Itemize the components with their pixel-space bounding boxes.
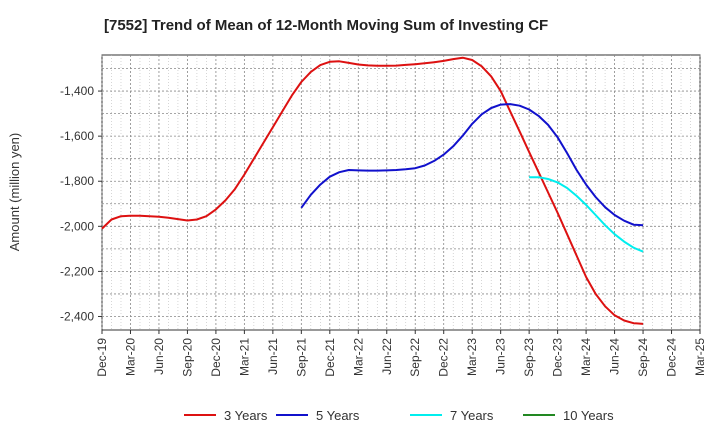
x-axis: Dec-19 Mar-20 Jun-20 Sep-20 Dec-20 Mar-21 Jun-…: [95, 330, 707, 377]
x-tick-label: Sep-23: [522, 338, 536, 377]
legend-label: 7 Years: [450, 408, 494, 423]
x-tick-label: Dec-20: [209, 338, 223, 377]
plot-area: [101, 54, 701, 331]
x-tick-label: Jun-23: [494, 338, 508, 375]
series-line-5-years: [300, 103, 644, 227]
x-tick-label: Mar-23: [465, 338, 479, 376]
series-lines: [101, 56, 644, 325]
x-tick-label: Dec-19: [95, 338, 109, 377]
x-tick-label: Jun-24: [608, 338, 622, 375]
x-tick-label: Jun-20: [152, 338, 166, 375]
x-tick-label: Sep-22: [408, 338, 422, 377]
x-tick-label: Mar-24: [579, 338, 593, 376]
x-tick-label: Jun-22: [380, 338, 394, 375]
legend-label: 3 Years: [224, 408, 268, 423]
x-tick-label: Mar-25: [693, 338, 707, 376]
y-axis: -1,400 -1,600 -1,800 -2,000 -2,200 -2,400: [60, 84, 102, 323]
x-tick-label: Dec-24: [665, 338, 679, 377]
y-tick-label: -2,200: [60, 264, 94, 278]
chart-title: [7552] Trend of Mean of 12-Month Moving …: [104, 17, 548, 34]
x-tick-label: Mar-21: [237, 338, 251, 376]
legend-label: 10 Years: [563, 408, 614, 423]
x-tick-label: Sep-20: [180, 338, 194, 377]
x-tick-label: Dec-22: [437, 338, 451, 377]
x-tick-label: Sep-24: [636, 338, 650, 377]
legend: 3 Years 5 Years 7 Years 10 Years: [184, 408, 614, 423]
x-tick-label: Mar-22: [351, 338, 365, 376]
y-tick-label: -1,800: [60, 174, 94, 188]
grid: [101, 55, 701, 330]
y-tick-label: -2,400: [60, 309, 94, 323]
x-tick-label: Dec-21: [323, 338, 337, 377]
x-tick-label: Sep-21: [294, 338, 308, 377]
series-line-3-years: [101, 56, 644, 325]
series-line-7-years: [529, 176, 644, 253]
y-tick-label: -2,000: [60, 219, 94, 233]
x-tick-label: Mar-20: [123, 338, 137, 376]
y-tick-label: -1,600: [60, 129, 94, 143]
y-tick-label: -1,400: [60, 84, 94, 98]
legend-label: 5 Years: [316, 408, 360, 423]
y-axis-label: Amount (million yen): [7, 133, 22, 252]
x-tick-label: Dec-23: [551, 338, 565, 377]
x-tick-label: Jun-21: [266, 338, 280, 375]
